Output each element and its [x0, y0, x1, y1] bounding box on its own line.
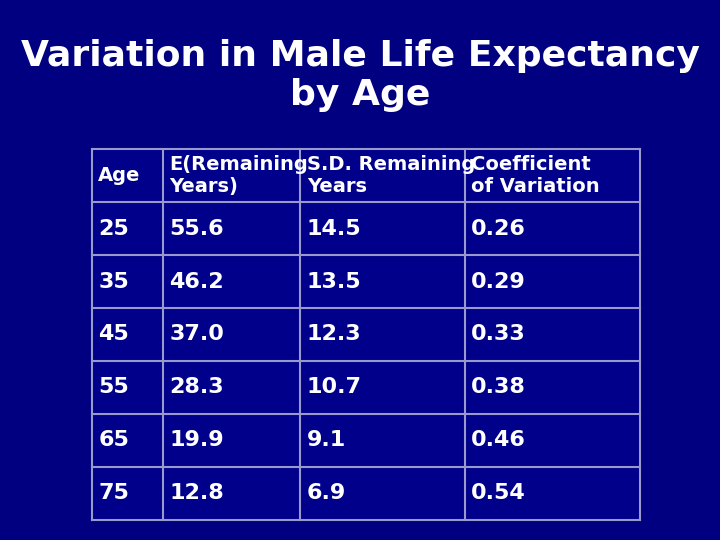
- Text: 13.5: 13.5: [307, 272, 361, 292]
- Text: Coefficient
of Variation: Coefficient of Variation: [472, 155, 600, 196]
- Text: 6.9: 6.9: [307, 483, 346, 503]
- Text: 35: 35: [98, 272, 129, 292]
- Text: 0.33: 0.33: [472, 325, 526, 345]
- Text: E(Remaining
Years): E(Remaining Years): [169, 155, 308, 196]
- Text: 46.2: 46.2: [169, 272, 224, 292]
- Text: 28.3: 28.3: [169, 377, 224, 397]
- Text: 45: 45: [98, 325, 129, 345]
- Text: 0.54: 0.54: [472, 483, 526, 503]
- Text: 0.26: 0.26: [472, 219, 526, 239]
- Text: 65: 65: [98, 430, 129, 450]
- Text: 75: 75: [98, 483, 129, 503]
- Text: 10.7: 10.7: [307, 377, 361, 397]
- Text: Age: Age: [98, 166, 140, 185]
- Text: 14.5: 14.5: [307, 219, 361, 239]
- Text: 12.8: 12.8: [169, 483, 225, 503]
- Text: 0.29: 0.29: [472, 272, 526, 292]
- Bar: [91, 149, 640, 520]
- Text: 12.3: 12.3: [307, 325, 361, 345]
- Text: 19.9: 19.9: [169, 430, 224, 450]
- Text: 55: 55: [98, 377, 129, 397]
- Text: 55.6: 55.6: [169, 219, 224, 239]
- Text: 0.38: 0.38: [472, 377, 526, 397]
- Text: 0.46: 0.46: [472, 430, 526, 450]
- Text: 25: 25: [98, 219, 129, 239]
- Text: S.D. Remaining
Years: S.D. Remaining Years: [307, 155, 475, 196]
- Text: 37.0: 37.0: [169, 325, 225, 345]
- Text: Variation in Male Life Expectancy
by Age: Variation in Male Life Expectancy by Age: [21, 39, 699, 112]
- Text: 9.1: 9.1: [307, 430, 346, 450]
